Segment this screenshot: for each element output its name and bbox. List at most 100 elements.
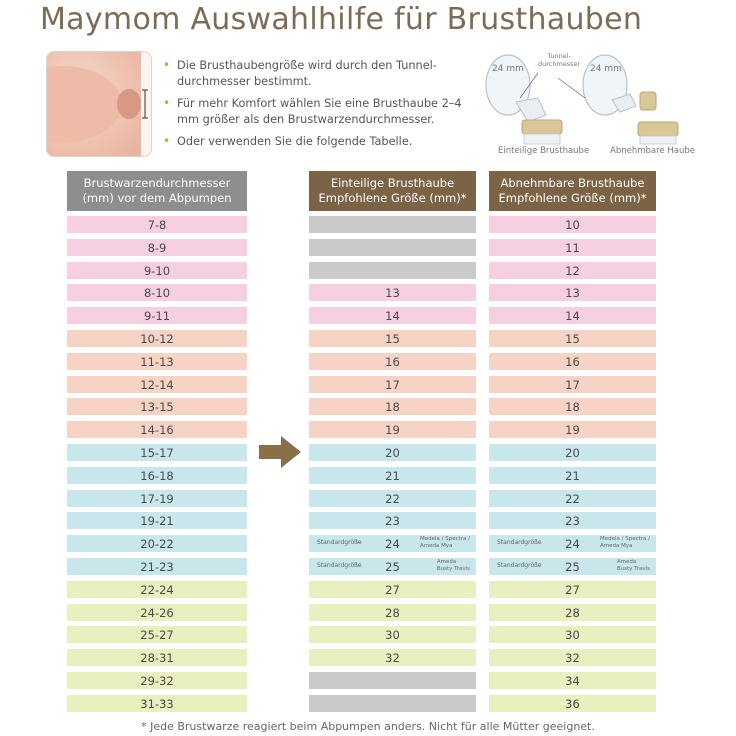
table-cell-one-piece: 22	[309, 490, 476, 507]
table-cell-one-piece: 20	[309, 444, 476, 461]
table-cell-nipple: 11-13	[67, 353, 247, 370]
cell-value: 27	[565, 582, 580, 597]
cell-value: 23	[565, 513, 580, 528]
cell-value: 14	[385, 308, 400, 323]
cell-value: 14-16	[140, 422, 174, 437]
cell-value: 32	[385, 650, 400, 665]
table-cell-detachable: 36	[489, 695, 656, 712]
table-cell-one-piece	[309, 216, 476, 233]
cell-value: 22	[565, 491, 580, 506]
cell-value: 28	[385, 605, 400, 620]
cell-value: 15-17	[140, 445, 174, 460]
breast-shield-icon	[485, 54, 679, 145]
cell-value: 7-8	[147, 217, 167, 232]
table-cell-nipple: 17-19	[67, 490, 247, 507]
table-cell-nipple: 13-15	[67, 398, 247, 415]
table-cell-detachable: 24 Standardgröße Medela / Spectra / Ameda …	[489, 535, 656, 552]
cell-value: 13	[565, 285, 580, 300]
cell-value: 13-15	[140, 399, 174, 414]
table-cell-nipple: 10-12	[67, 330, 247, 347]
table-cell-detachable: 10	[489, 216, 656, 233]
cell-value: 24	[385, 536, 400, 551]
table-cell-one-piece	[309, 239, 476, 256]
bullet-icon: •	[163, 58, 171, 72]
arrow-right-icon	[259, 436, 301, 468]
table-cell-one-piece: 13	[309, 284, 476, 301]
table-cell-one-piece: 28	[309, 604, 476, 621]
table-cell-detachable: 28	[489, 604, 656, 621]
table-cell-detachable: 23	[489, 512, 656, 529]
table-cell-nipple: 22-24	[67, 581, 247, 598]
cell-value: 36	[565, 696, 580, 711]
tip-item: • Die Brusthaubengröße wird durch den Tun…	[163, 58, 437, 88]
cell-value: 17	[385, 377, 400, 392]
cell-value: 17-19	[140, 491, 174, 506]
cell-value: 20-22	[140, 536, 174, 551]
cell-value: 19	[385, 422, 400, 437]
cell-value: 19	[565, 422, 580, 437]
cell-value: 8-9	[147, 240, 167, 255]
table-cell-nipple: 28-31	[67, 649, 247, 666]
cell-value: 34	[565, 673, 580, 688]
cell-value: 16	[385, 354, 400, 369]
cell-value: 21	[565, 468, 580, 483]
cell-value: 19-21	[140, 513, 174, 528]
table-cell-one-piece: 27	[309, 581, 476, 598]
table-cell-nipple: 19-21	[67, 512, 247, 529]
table-cell-detachable: 27	[489, 581, 656, 598]
table-cell-detachable: 30	[489, 626, 656, 643]
compatible-brands: Ameda Busty Travis	[616, 559, 650, 572]
table-cell-detachable: 15	[489, 330, 656, 347]
table-cell-nipple: 15-17	[67, 444, 247, 461]
standard-size-label: Standardgröße	[317, 562, 362, 569]
table-cell-detachable: 12	[489, 262, 656, 279]
table-cell-detachable: 17	[489, 376, 656, 393]
cell-value: 25	[385, 559, 400, 574]
table-cell-nipple: 9-10	[67, 262, 247, 279]
table-cell-one-piece	[309, 695, 476, 712]
cell-value: 21-23	[140, 559, 174, 574]
cell-value: 31-33	[140, 696, 174, 711]
standard-size-label: Standardgröße	[317, 539, 362, 546]
table-cell-nipple: 31-33	[67, 695, 247, 712]
nipple-illustration	[46, 51, 152, 157]
table-cell-one-piece: 18	[309, 398, 476, 415]
table-cell-nipple: 25-27	[67, 626, 247, 643]
caption-detachable: Abnehmbare Haube	[610, 146, 695, 156]
cell-value: 12	[565, 263, 580, 278]
table-cell-nipple: 29-32	[67, 672, 247, 689]
cell-value: 14	[565, 308, 580, 323]
cell-value: 28	[565, 605, 580, 620]
table-cell-nipple: 14-16	[67, 421, 247, 438]
table-cell-one-piece: 32	[309, 649, 476, 666]
table-cell-one-piece: 24 Standardgröße Medela / Spectra / Ameda …	[309, 535, 476, 552]
table-cell-one-piece	[309, 262, 476, 279]
table-cell-detachable: 32	[489, 649, 656, 666]
cell-value: 30	[385, 627, 400, 642]
tunnel-label: Tunnel- durchmesser	[538, 52, 581, 68]
cell-value: 21	[385, 468, 400, 483]
table-cell-one-piece: 16	[309, 353, 476, 370]
cell-value: 27	[385, 582, 400, 597]
compatible-brands: Ameda Busty Travis	[436, 559, 470, 572]
table-cell-nipple: 8-10	[67, 284, 247, 301]
table-cell-detachable: 16	[489, 353, 656, 370]
table-cell-detachable: 19	[489, 421, 656, 438]
cell-value: 24	[565, 536, 580, 551]
table-cell-nipple: 8-9	[67, 239, 247, 256]
cell-value: 25	[565, 559, 580, 574]
header-one-piece: Einteilige Brusthaube Empfohlene Größe (…	[309, 171, 476, 211]
cell-value: 18	[565, 399, 580, 414]
table-cell-one-piece: 23	[309, 512, 476, 529]
table-cell-nipple: 7-8	[67, 216, 247, 233]
cell-value: 24-26	[140, 605, 174, 620]
bullet-icon: •	[163, 96, 171, 110]
table-cell-detachable: 34	[489, 672, 656, 689]
cell-value: 10	[565, 217, 580, 232]
cell-value: 30	[565, 627, 580, 642]
table-cell-one-piece: 25 Standardgröße Ameda Busty Travis	[309, 558, 476, 575]
cell-value: 23	[385, 513, 400, 528]
cell-value: 20	[565, 445, 580, 460]
table-cell-detachable: 14	[489, 307, 656, 324]
bullet-icon: •	[163, 134, 171, 148]
